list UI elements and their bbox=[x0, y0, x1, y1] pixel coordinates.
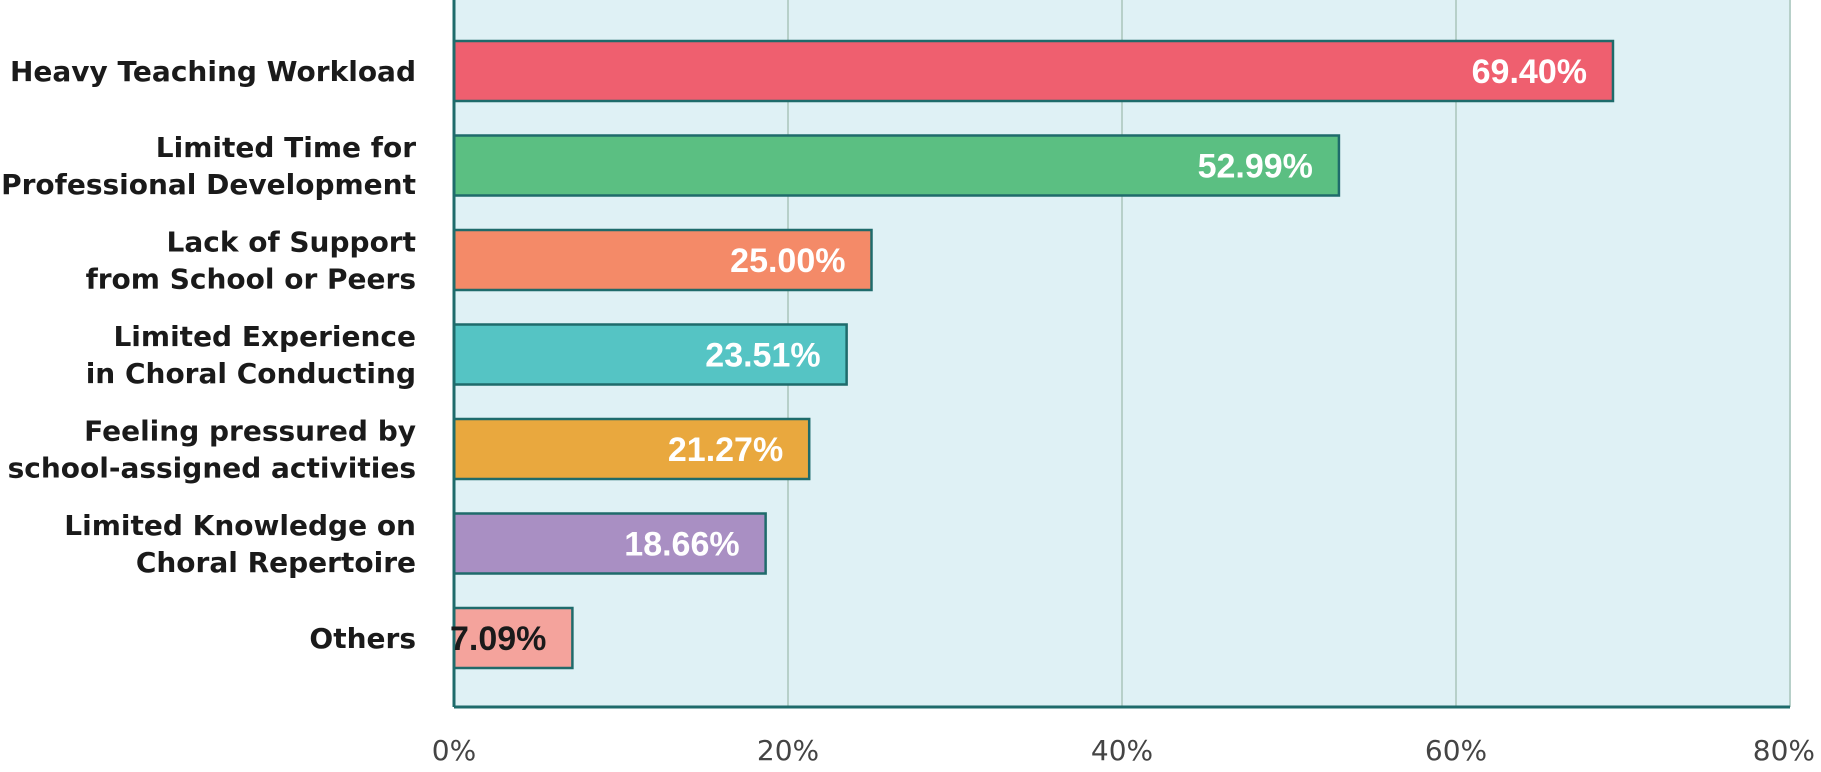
bars bbox=[452, 39, 1615, 670]
bar bbox=[452, 39, 1615, 103]
data-label: 25.00% bbox=[730, 242, 845, 280]
x-tick-label: 0% bbox=[432, 734, 476, 767]
bar bbox=[452, 417, 811, 481]
category-label: Limited Experience in Choral Conducting bbox=[86, 320, 416, 390]
bar bbox=[452, 134, 1341, 197]
bar bbox=[452, 228, 873, 292]
data-label: 23.51% bbox=[705, 337, 820, 375]
bar bbox=[452, 512, 767, 575]
category-label: Others bbox=[309, 622, 416, 655]
category-label: Limited Knowledge on Choral Repertoire bbox=[64, 509, 416, 579]
x-tick-label: 80% bbox=[1753, 734, 1815, 767]
category-label: Feeling pressured by school-assigned acti… bbox=[8, 415, 416, 485]
data-label: 21.27% bbox=[668, 431, 783, 469]
bar bbox=[452, 606, 574, 670]
category-label: Lack of Support from School or Peers bbox=[86, 226, 416, 296]
x-tick-label: 20% bbox=[757, 734, 819, 767]
category-label: Limited Time for Professional Development bbox=[1, 131, 416, 201]
x-tick-labels: 0% 20% 40% 60% 80% bbox=[432, 734, 1815, 767]
gridlines bbox=[787, 0, 1791, 707]
category-labels: Heavy Teaching Workload Limited Time for P… bbox=[1, 55, 416, 655]
axes bbox=[452, 0, 1790, 709]
x-tick-label: 40% bbox=[1091, 734, 1153, 767]
category-label: Heavy Teaching Workload bbox=[10, 55, 416, 88]
data-label: 52.99% bbox=[1198, 148, 1313, 186]
data-label: 18.66% bbox=[624, 526, 739, 564]
x-tick-label: 60% bbox=[1425, 734, 1487, 767]
value-labels: 69.40% 52.99% 25.00% 23.51% 21.27% 18.66% 7.09… bbox=[450, 53, 1587, 658]
data-label: 7.09% bbox=[450, 620, 546, 658]
data-label: 69.40% bbox=[1472, 53, 1587, 91]
